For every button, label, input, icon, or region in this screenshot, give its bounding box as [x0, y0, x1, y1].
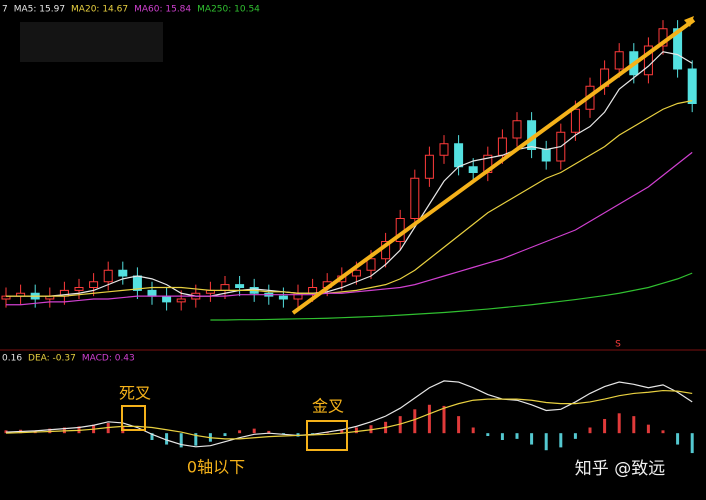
candle-body — [103, 269, 113, 283]
candle-body — [424, 154, 434, 179]
death-cross-box — [121, 405, 146, 431]
redaction-box — [20, 22, 163, 62]
candle-body — [162, 295, 172, 303]
trend-arrow — [684, 16, 694, 27]
ma-line — [210, 272, 693, 321]
legend-entry: MACD: 0.43 — [82, 354, 135, 364]
ma-line — [6, 151, 693, 306]
candle-body — [468, 166, 478, 173]
annotation: 死叉 — [119, 384, 151, 403]
candle-body — [89, 281, 99, 288]
annotation: 0轴以下 — [187, 458, 245, 477]
candle-body — [220, 284, 230, 291]
watermark: 知乎 @致远 — [575, 459, 665, 479]
ma-line — [6, 100, 693, 297]
annotation: 金叉 — [312, 397, 344, 416]
signal-mark: S — [615, 340, 621, 350]
candle-body — [366, 258, 376, 271]
candle-body — [278, 295, 288, 300]
legend-entry: 7 — [2, 5, 8, 15]
candle-body — [512, 120, 522, 139]
trend-line — [291, 18, 696, 315]
candle-body — [235, 284, 245, 288]
candle-body — [497, 137, 507, 156]
ma-line — [6, 51, 693, 297]
candle-body — [570, 108, 580, 133]
ma-line — [5, 380, 693, 448]
candle-body — [541, 149, 551, 162]
legend-entry: MA60: 15.84 — [134, 5, 191, 15]
candle-body — [176, 298, 186, 303]
legend-entry: MA20: 14.67 — [71, 5, 128, 15]
golden-cross-box — [306, 420, 348, 451]
candle-body — [351, 269, 361, 277]
candle-body — [687, 68, 697, 104]
candle-body — [74, 287, 84, 291]
candle-body — [410, 177, 420, 219]
ma-line — [5, 389, 693, 440]
candle-body — [643, 45, 653, 76]
candle-body — [673, 28, 683, 70]
candle-body — [454, 143, 464, 168]
legend-entry: MA250: 10.54 — [197, 5, 260, 15]
candle-body — [147, 289, 157, 297]
legend-entry: 0.16 — [2, 354, 22, 364]
candle-body — [614, 51, 624, 70]
candle-body — [439, 143, 449, 156]
legend-entry: DEA: -0.37 — [28, 354, 76, 364]
candle-body — [118, 269, 128, 277]
legend-entry: MA5: 15.97 — [14, 5, 65, 15]
